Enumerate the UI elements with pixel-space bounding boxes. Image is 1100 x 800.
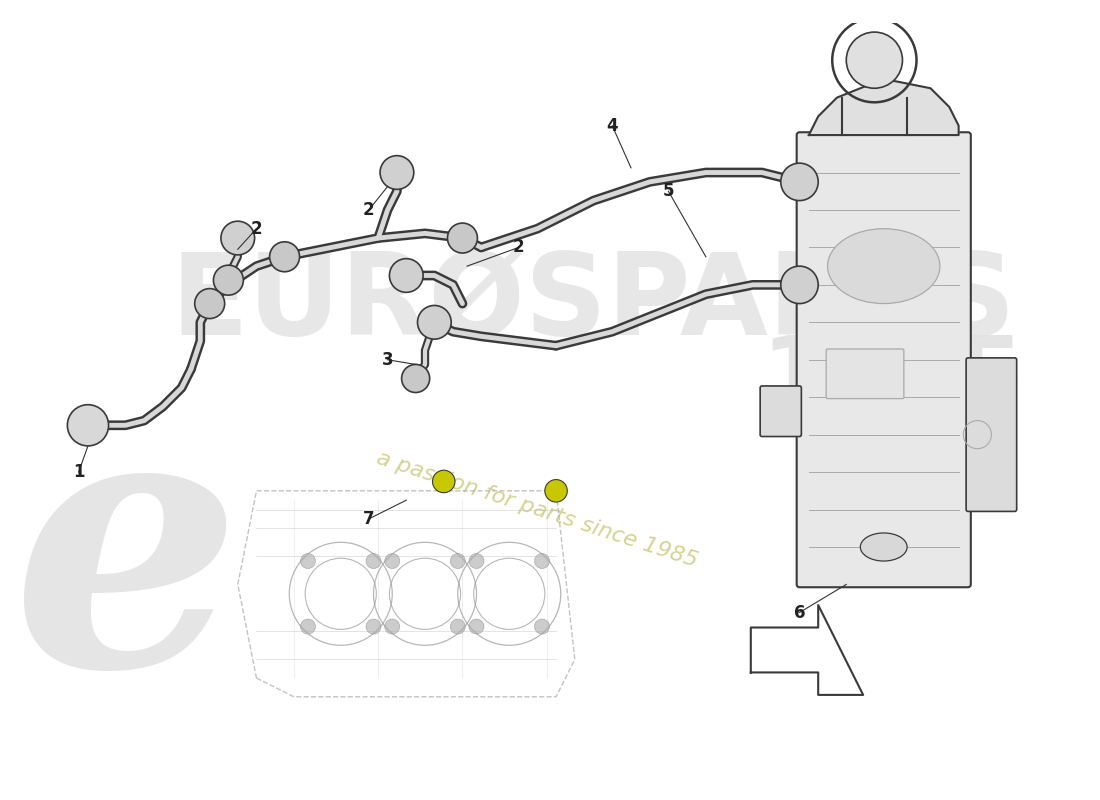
FancyBboxPatch shape xyxy=(826,349,904,398)
Circle shape xyxy=(544,479,568,502)
Polygon shape xyxy=(808,79,958,135)
Circle shape xyxy=(846,32,902,88)
Text: 1: 1 xyxy=(73,463,85,481)
Circle shape xyxy=(418,306,451,339)
Text: 4: 4 xyxy=(606,117,618,134)
Circle shape xyxy=(366,554,381,569)
Text: e: e xyxy=(11,390,240,741)
Text: 2: 2 xyxy=(251,220,262,238)
Circle shape xyxy=(195,289,224,318)
Circle shape xyxy=(213,265,243,295)
Circle shape xyxy=(389,258,424,292)
Text: 2: 2 xyxy=(363,201,375,219)
Polygon shape xyxy=(751,605,864,695)
Circle shape xyxy=(448,223,477,253)
Circle shape xyxy=(450,619,465,634)
Circle shape xyxy=(781,266,818,303)
Circle shape xyxy=(366,619,381,634)
Circle shape xyxy=(450,554,465,569)
FancyBboxPatch shape xyxy=(796,132,971,587)
Ellipse shape xyxy=(827,229,939,303)
Text: 3: 3 xyxy=(382,350,394,369)
Circle shape xyxy=(432,470,455,493)
Circle shape xyxy=(221,221,254,255)
Circle shape xyxy=(469,619,484,634)
Text: 7: 7 xyxy=(363,510,375,528)
Circle shape xyxy=(270,242,299,272)
Text: a passion for parts since 1985: a passion for parts since 1985 xyxy=(374,448,701,571)
Circle shape xyxy=(402,365,430,393)
Text: EURØSPARES: EURØSPARES xyxy=(170,248,1016,359)
Circle shape xyxy=(385,554,399,569)
Text: 1985: 1985 xyxy=(761,333,1024,425)
Circle shape xyxy=(781,163,818,201)
FancyBboxPatch shape xyxy=(966,358,1016,511)
Ellipse shape xyxy=(860,533,908,561)
Circle shape xyxy=(300,554,316,569)
Circle shape xyxy=(67,405,109,446)
Circle shape xyxy=(385,619,399,634)
Text: 6: 6 xyxy=(794,603,805,622)
Circle shape xyxy=(535,554,550,569)
Circle shape xyxy=(535,619,550,634)
FancyBboxPatch shape xyxy=(760,386,802,437)
Circle shape xyxy=(300,619,316,634)
Text: 5: 5 xyxy=(662,182,674,200)
Circle shape xyxy=(469,554,484,569)
Circle shape xyxy=(381,156,414,190)
Text: 2: 2 xyxy=(513,238,525,257)
